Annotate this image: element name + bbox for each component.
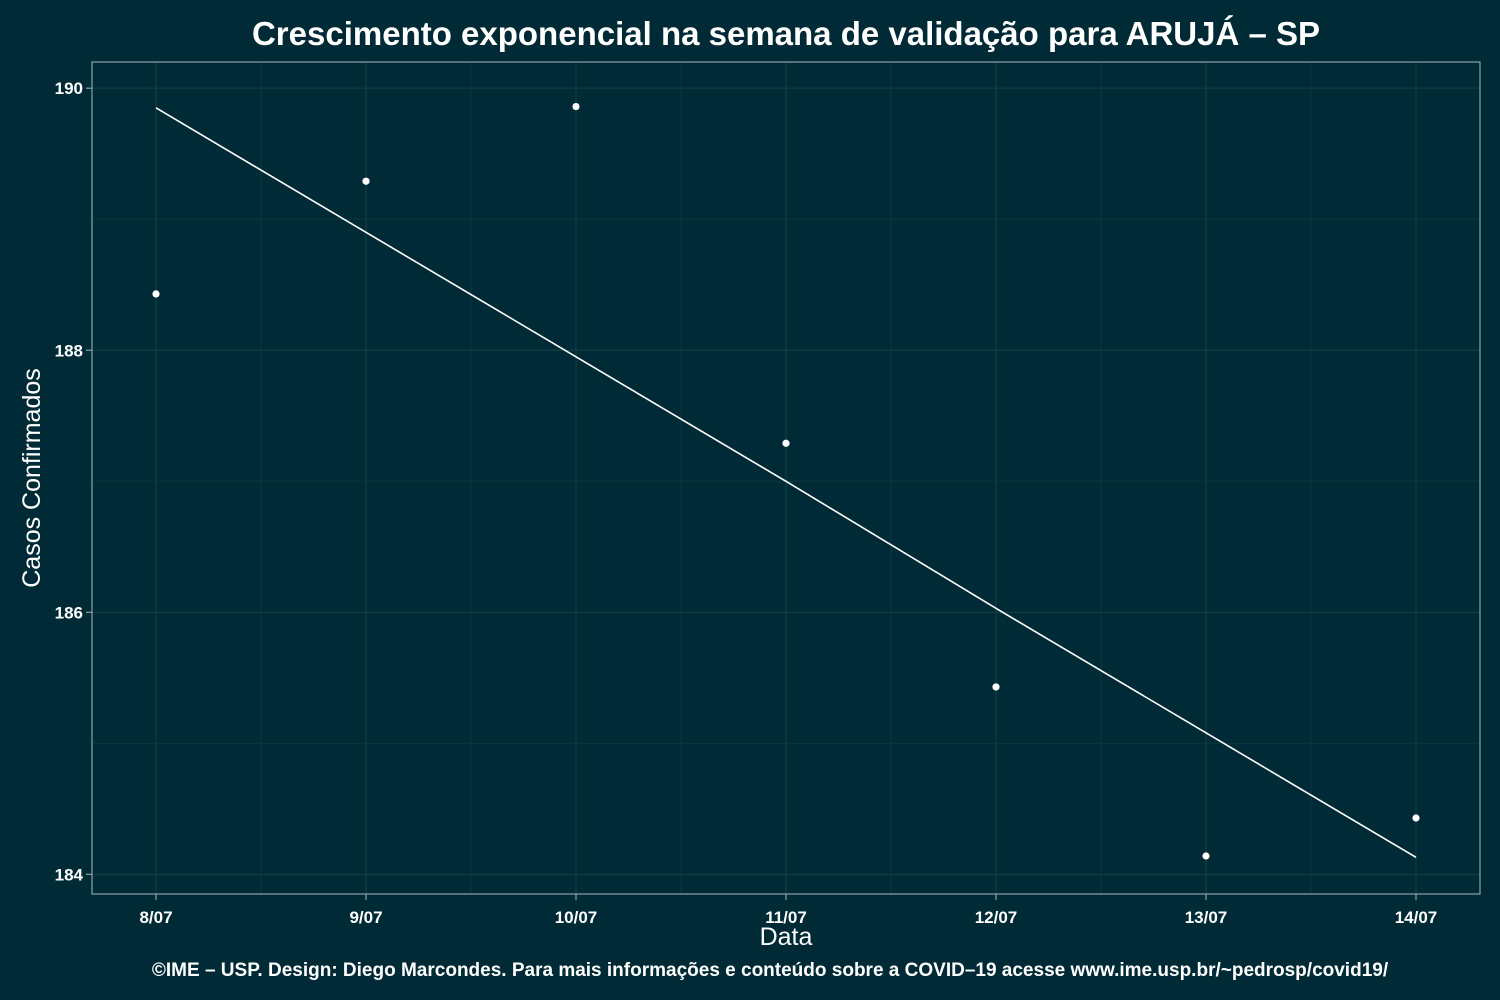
- data-point: [362, 177, 370, 185]
- x-tick-label: 11/07: [765, 908, 807, 927]
- data-point: [1202, 852, 1210, 860]
- y-tick-label: 184: [55, 865, 84, 884]
- trend-line: [155, 107, 1417, 859]
- data-points-layer: [152, 102, 1420, 860]
- data-point: [782, 439, 790, 447]
- chart-caption: ©IME – USP. Design: Diego Marcondes. Par…: [152, 960, 1389, 981]
- grid-layer: [92, 62, 1480, 894]
- x-axis-title: Data: [760, 923, 813, 951]
- x-tick-label: 14/07: [1395, 908, 1438, 927]
- x-tick-label: 8/07: [139, 908, 172, 927]
- data-point: [572, 102, 580, 111]
- chart-title: Crescimento exponencial na semana de val…: [252, 15, 1320, 52]
- y-tick-label: 186: [55, 603, 83, 622]
- data-point: [152, 290, 160, 298]
- x-tick-label: 9/07: [349, 908, 382, 927]
- trend-line-layer: [155, 107, 1417, 859]
- data-point: [992, 683, 1000, 691]
- x-tick-label: 10/07: [555, 908, 598, 927]
- axis-layer: 8/07 9/07 10/07 11/07 12/07 13/07 14/07 184 186 1…: [55, 79, 1438, 927]
- x-tick-label: 12/07: [975, 908, 1018, 927]
- y-axis-title: Casos Confirmados: [18, 368, 46, 588]
- x-tick-label: 13/07: [1185, 908, 1228, 927]
- data-point: [1412, 814, 1420, 822]
- y-tick-label: 188: [55, 341, 83, 360]
- y-tick-label: 190: [55, 79, 83, 98]
